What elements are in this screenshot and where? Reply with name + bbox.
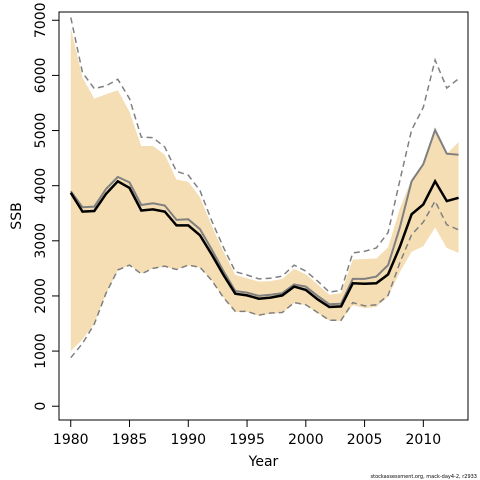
- x-axis: 1980 1985 1990 1995 2000 2005 2010: [53, 420, 441, 448]
- x-tick-label-1995: 1995: [229, 432, 265, 448]
- footer-credit: stockassessment.org, mack-day4-2, r2933: [371, 474, 478, 480]
- x-tick-label-2000: 2000: [288, 432, 324, 448]
- y-tick-label-7000: 7000: [33, 2, 49, 38]
- ssb-estimate-line: [69, 178, 459, 309]
- y-tick-label-6000: 6000: [33, 58, 49, 94]
- x-tick-label-1980: 1980: [53, 432, 89, 448]
- y-tick-label-3000: 3000: [33, 223, 49, 259]
- y-axis-title: SSB: [9, 202, 25, 229]
- x-tick-label-1990: 1990: [170, 432, 206, 448]
- x-axis-title: Year: [248, 454, 279, 470]
- plot-content: [69, 17, 460, 359]
- y-tick-label-0: 0: [33, 402, 49, 411]
- lower-bound-dashed-line: [70, 199, 459, 359]
- upper-bound-dashed-line: [70, 17, 460, 293]
- plot-frame: [58, 11, 469, 421]
- y-tick-label-5000: 5000: [33, 113, 49, 149]
- x-tick-label-1985: 1985: [112, 432, 148, 448]
- confidence-band: [70, 28, 459, 352]
- previous-estimate-line: [69, 127, 459, 306]
- x-tick-label-2010: 2010: [406, 432, 442, 448]
- y-tick-label-4000: 4000: [33, 168, 49, 204]
- y-axis: 0 1000 2000 3000 4000 5000 6000 7000: [33, 2, 59, 411]
- y-tick-label-1000: 1000: [33, 333, 49, 369]
- y-tick-label-2000: 2000: [33, 278, 49, 314]
- x-tick-label-2005: 2005: [347, 432, 383, 448]
